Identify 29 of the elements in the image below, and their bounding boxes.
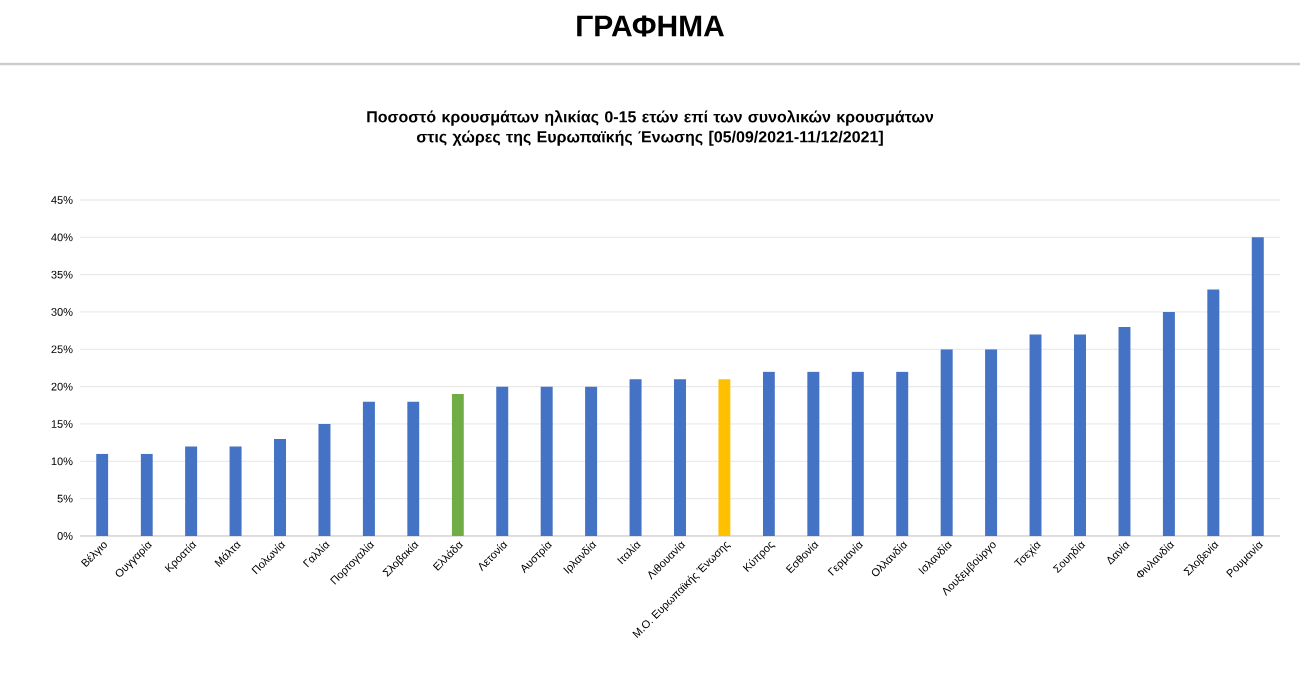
- bar: [896, 371, 909, 536]
- bar: [629, 379, 642, 536]
- bar: [274, 438, 287, 536]
- bar: [96, 453, 109, 536]
- bar: [318, 423, 331, 536]
- chart-subtitle: Ποσοστό κρουσμάτων ηλικίας 0-15 ετών επί των συνολικών κρουσμάτων στις χώρες της Ευρωπαϊκής Ένωσης [05/09/2021-11/12/2021]: [367, 110, 934, 146]
- bar: [985, 349, 998, 536]
- bar: [1029, 334, 1042, 536]
- bar: [1251, 237, 1264, 536]
- bar: [451, 394, 464, 536]
- bar: [940, 349, 953, 536]
- bar: [851, 371, 864, 536]
- bar: [1118, 326, 1131, 536]
- bar: [540, 386, 553, 536]
- bar: [496, 386, 509, 536]
- chart-title: ΓΡΑΦΗΜΑ: [577, 15, 725, 37]
- bar: [674, 379, 687, 536]
- bar: [1162, 311, 1175, 536]
- bar: [229, 446, 242, 536]
- bar: [185, 446, 198, 536]
- bar: [762, 371, 775, 536]
- bar: [585, 386, 598, 536]
- bar: [1074, 334, 1086, 536]
- bar: [1207, 289, 1220, 536]
- bar: [140, 453, 153, 536]
- bar: [407, 401, 420, 536]
- bar: [807, 371, 820, 536]
- bar: [362, 401, 375, 536]
- bar: [718, 379, 731, 536]
